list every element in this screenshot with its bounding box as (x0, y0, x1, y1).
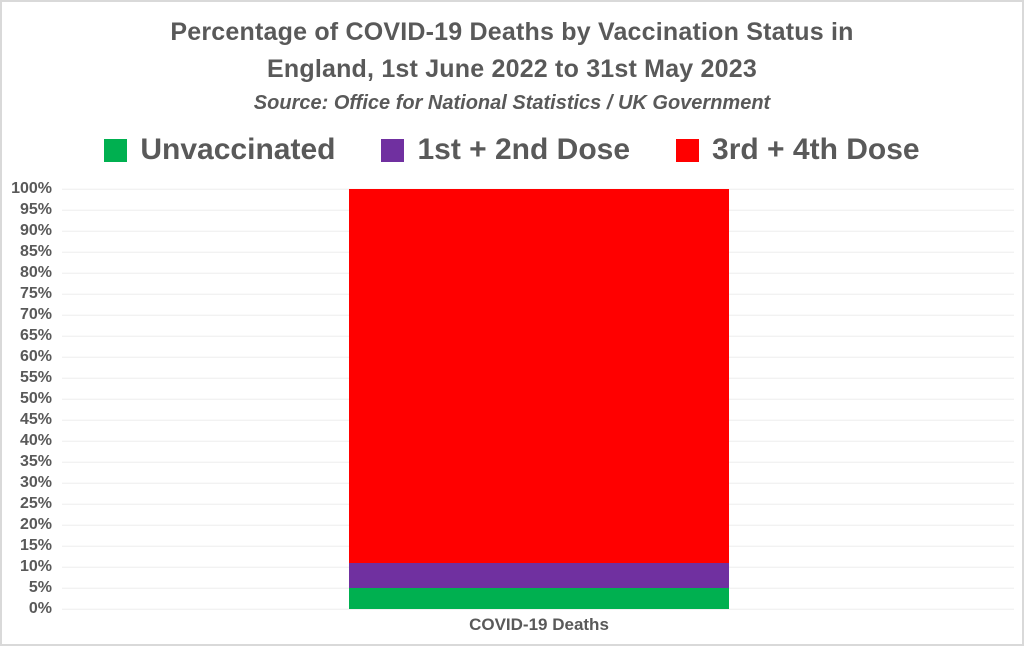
legend-item-3rd-4th-dose: 3rd + 4th Dose (676, 133, 920, 167)
x-axis-category-label: COVID-19 Deaths (469, 615, 609, 634)
y-tick-label-10: 10% (19, 558, 52, 575)
y-tick-label-65: 65% (19, 327, 52, 344)
y-tick-label-25: 25% (19, 495, 52, 512)
legend-swatch-3rd-4th-dose (676, 138, 700, 162)
y-tick-label-5: 5% (28, 579, 52, 596)
legend-label: Unvaccinated (140, 133, 336, 166)
stacked-bar (349, 189, 729, 609)
legend-item-unvaccinated: Unvaccinated (104, 133, 335, 167)
chart-title-line2: England, 1st June 2022 to 31st May 2023 (267, 55, 757, 83)
y-tick-label-60: 60% (19, 348, 52, 365)
y-tick-label-80: 80% (19, 264, 52, 281)
y-tick-label-55: 55% (19, 369, 52, 386)
y-tick-label-40: 40% (19, 432, 52, 449)
y-tick-label-15: 15% (19, 537, 52, 554)
y-tick-label-35: 35% (19, 453, 52, 470)
legend-item-1st-2nd-dose: 1st + 2nd Dose (381, 133, 630, 167)
bar-segment-1st-2nd-dose (349, 562, 729, 588)
y-tick-label-30: 30% (19, 474, 52, 491)
y-tick-label-95: 95% (19, 201, 52, 218)
bar-segment-3rd-4th-dose (349, 189, 729, 563)
y-tick-label-85: 85% (19, 243, 52, 260)
chart-subtitle: Source: Office for National Statistics /… (253, 92, 771, 114)
legend-label: 3rd + 4th Dose (712, 133, 920, 166)
legend-label: 1st + 2nd Dose (417, 133, 631, 166)
y-tick-label-0: 0% (28, 600, 52, 617)
y-tick-label-20: 20% (19, 516, 52, 533)
plot-area (62, 188, 1014, 610)
legend-swatch-unvaccinated (104, 138, 128, 162)
gridline-0 (62, 608, 1014, 610)
y-tick-label-70: 70% (19, 306, 52, 323)
legend: Unvaccinated 1st + 2nd Dose 3rd + 4th Dose (2, 130, 1022, 170)
y-tick-label-100: 100% (11, 180, 52, 197)
gridline-100 (62, 188, 1014, 190)
y-tick-label-90: 90% (19, 222, 52, 239)
y-tick-label-50: 50% (19, 390, 52, 407)
chart-title-line1: Percentage of COVID-19 Deaths by Vaccina… (170, 18, 854, 46)
y-axis-tick-labels: 0% 5% 10% 15% 20% 25% 30% 35% 40% 45% 50% 55% 60% 65%… (2, 181, 52, 617)
y-tick-label-45: 45% (19, 411, 52, 428)
bar-segment-unvaccinated (349, 588, 729, 609)
y-tick-label-75: 75% (19, 285, 52, 302)
legend-swatch-1st-2nd-dose (381, 138, 405, 162)
